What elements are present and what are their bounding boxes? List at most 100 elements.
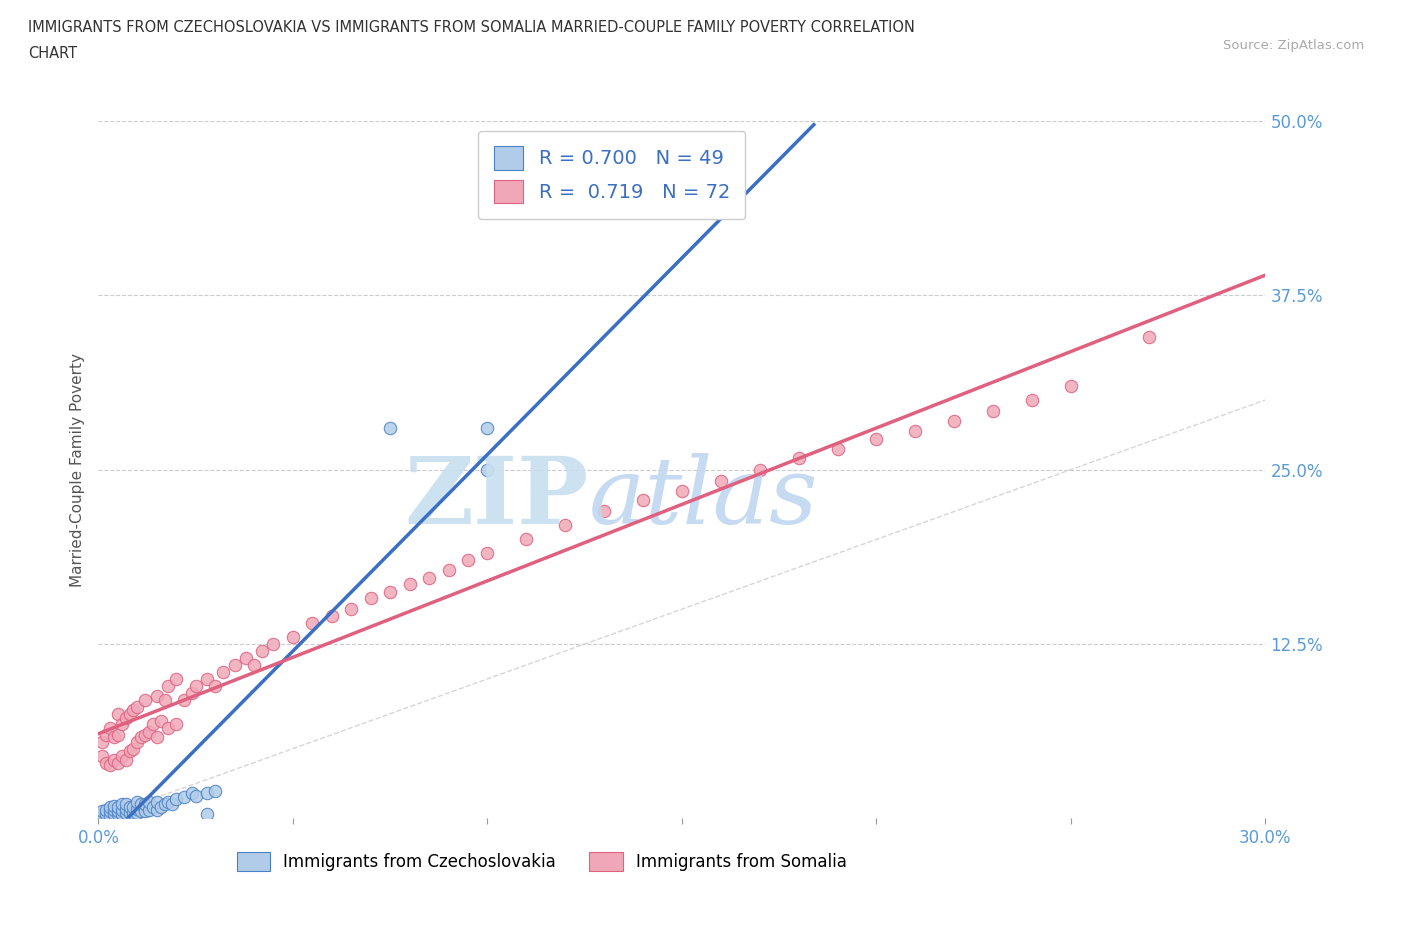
Point bbox=[457, 552, 479, 567]
Point bbox=[904, 423, 927, 438]
Point bbox=[204, 679, 226, 694]
Point bbox=[262, 637, 284, 652]
Text: ZIP: ZIP bbox=[405, 453, 589, 542]
Point bbox=[418, 571, 440, 586]
Point bbox=[146, 794, 169, 809]
Point bbox=[235, 651, 257, 666]
Point bbox=[195, 671, 218, 686]
Point bbox=[118, 707, 141, 722]
Point bbox=[96, 727, 118, 742]
Point bbox=[162, 797, 184, 812]
Point bbox=[111, 807, 134, 822]
Text: atlas: atlas bbox=[589, 453, 818, 542]
Point bbox=[127, 699, 149, 714]
Point bbox=[321, 609, 343, 624]
Point bbox=[437, 563, 460, 578]
Point bbox=[748, 462, 770, 477]
Point bbox=[138, 803, 160, 817]
Point bbox=[1137, 330, 1160, 345]
Point bbox=[827, 442, 849, 457]
Point bbox=[157, 679, 180, 694]
Legend: Immigrants from Czechoslovakia, Immigrants from Somalia: Immigrants from Czechoslovakia, Immigran… bbox=[228, 844, 855, 880]
Point bbox=[142, 800, 165, 815]
Point bbox=[173, 790, 195, 805]
Point bbox=[127, 794, 149, 809]
Point bbox=[477, 546, 499, 561]
Point bbox=[107, 804, 129, 819]
Point bbox=[515, 532, 537, 547]
Point bbox=[103, 798, 125, 813]
Point bbox=[593, 504, 616, 519]
Point bbox=[134, 727, 156, 742]
Point bbox=[98, 804, 121, 819]
Point bbox=[146, 730, 169, 745]
Point bbox=[134, 797, 156, 812]
Point bbox=[865, 432, 887, 446]
Point bbox=[153, 797, 176, 812]
Point bbox=[91, 748, 114, 763]
Point bbox=[180, 685, 202, 700]
Point bbox=[380, 585, 402, 600]
Point bbox=[301, 616, 323, 631]
Point bbox=[114, 752, 136, 767]
Point bbox=[107, 807, 129, 822]
Point bbox=[122, 702, 145, 717]
Point bbox=[111, 797, 134, 812]
Point bbox=[114, 797, 136, 812]
Point bbox=[98, 800, 121, 815]
Point bbox=[631, 493, 654, 508]
Point bbox=[127, 802, 149, 817]
Point bbox=[107, 707, 129, 722]
Point bbox=[129, 804, 152, 819]
Point bbox=[224, 658, 246, 672]
Point bbox=[96, 803, 118, 817]
Point bbox=[1060, 379, 1083, 393]
Point bbox=[98, 720, 121, 735]
Point bbox=[340, 602, 363, 617]
Point bbox=[98, 808, 121, 823]
Point bbox=[103, 807, 125, 822]
Point bbox=[118, 805, 141, 820]
Point bbox=[157, 794, 180, 809]
Point bbox=[165, 716, 187, 731]
Point bbox=[477, 462, 499, 477]
Point bbox=[107, 800, 129, 815]
Point bbox=[281, 630, 304, 644]
Point bbox=[204, 783, 226, 798]
Point bbox=[138, 724, 160, 739]
Point bbox=[91, 804, 114, 819]
Point bbox=[477, 420, 499, 435]
Point bbox=[103, 752, 125, 767]
Text: IMMIGRANTS FROM CZECHOSLOVAKIA VS IMMIGRANTS FROM SOMALIA MARRIED-COUPLE FAMILY : IMMIGRANTS FROM CZECHOSLOVAKIA VS IMMIGR… bbox=[28, 20, 915, 35]
Point bbox=[111, 748, 134, 763]
Point bbox=[98, 758, 121, 773]
Point bbox=[91, 807, 114, 822]
Point bbox=[91, 735, 114, 750]
Point bbox=[149, 713, 172, 728]
Text: Source: ZipAtlas.com: Source: ZipAtlas.com bbox=[1223, 39, 1364, 52]
Point bbox=[122, 741, 145, 756]
Point bbox=[212, 664, 235, 679]
Point bbox=[138, 794, 160, 809]
Point bbox=[710, 473, 733, 488]
Point bbox=[134, 692, 156, 707]
Point bbox=[180, 786, 202, 801]
Point bbox=[129, 797, 152, 812]
Point bbox=[114, 711, 136, 725]
Point bbox=[103, 730, 125, 745]
Point bbox=[943, 413, 966, 428]
Point bbox=[173, 692, 195, 707]
Point bbox=[184, 679, 207, 694]
Point bbox=[981, 404, 1004, 418]
Point bbox=[111, 716, 134, 731]
Point bbox=[146, 803, 169, 817]
Point bbox=[165, 791, 187, 806]
Point bbox=[398, 577, 420, 591]
Point bbox=[118, 800, 141, 815]
Point bbox=[671, 484, 693, 498]
Point bbox=[111, 803, 134, 817]
Point bbox=[96, 807, 118, 822]
Point bbox=[114, 805, 136, 820]
Point bbox=[360, 591, 382, 605]
Point bbox=[122, 800, 145, 815]
